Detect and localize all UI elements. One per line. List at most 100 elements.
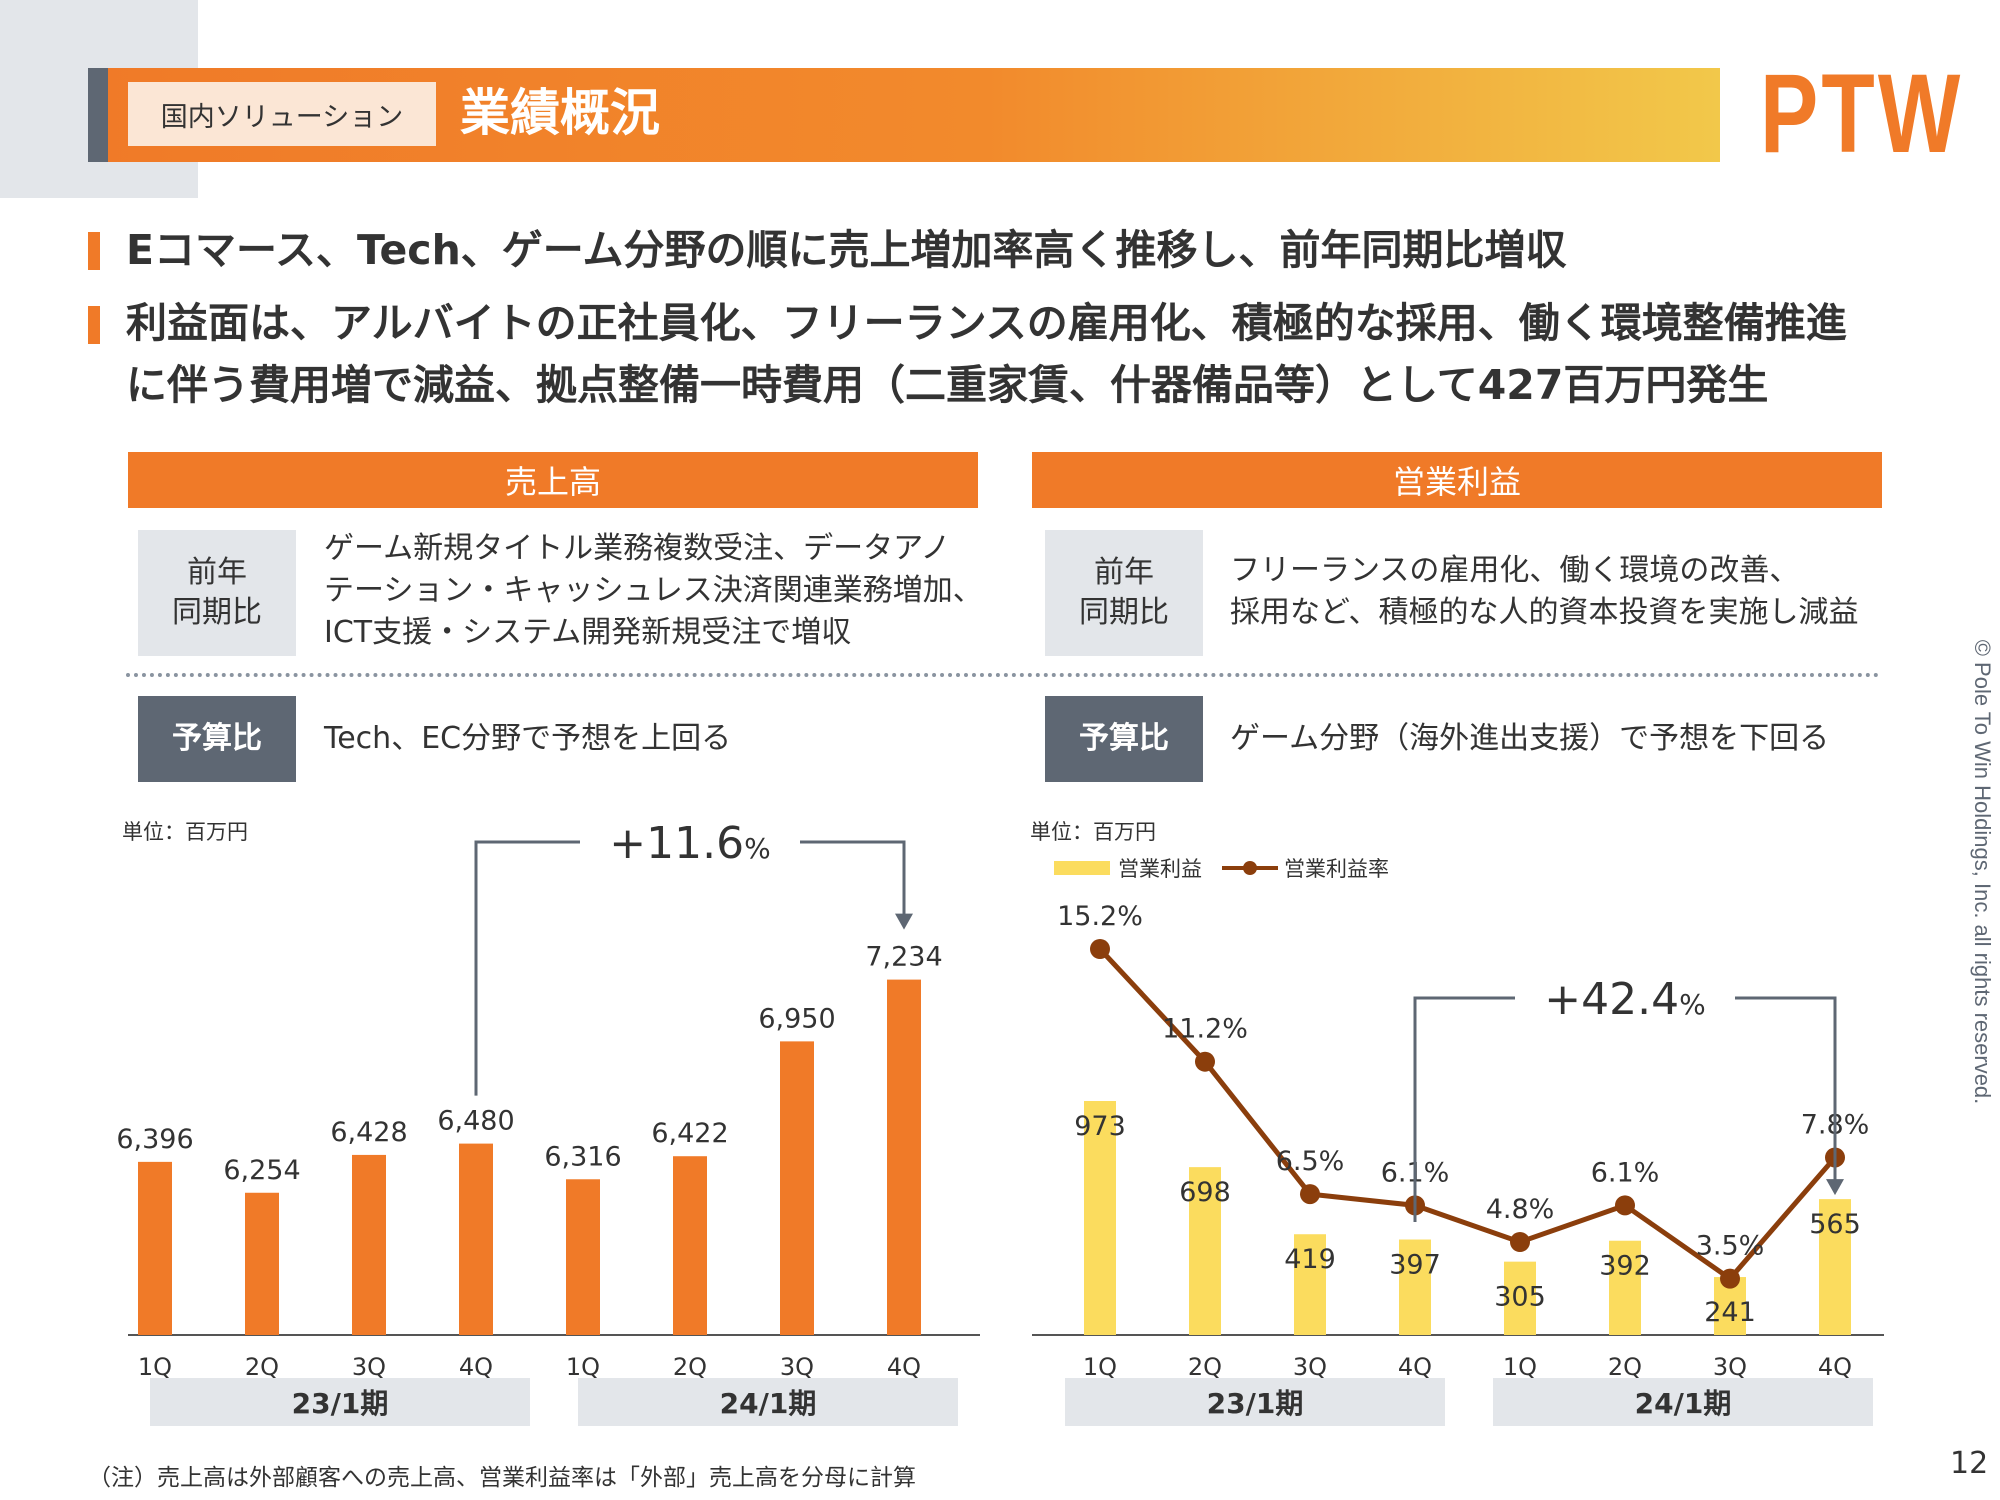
profit-budget-text: ゲーム分野（海外進出支援）で予想を下回る (1230, 721, 1830, 756)
sales-yoy-label: 前年 同期比 (138, 530, 296, 656)
desc-line: ICT支援・システム開発新規受注で増収 (324, 615, 852, 650)
rate-marker (1195, 1051, 1215, 1072)
label-line: 前年 (1094, 555, 1154, 590)
sales-panel-heading: 売上高 (128, 452, 978, 508)
data-label: 6,428 (330, 1117, 407, 1148)
bar (352, 1154, 386, 1335)
data-label: 397 (1389, 1250, 1441, 1281)
rate-label: 3.5% (1696, 1231, 1765, 1262)
bullet-marker (88, 306, 100, 344)
annotation-unit: % (744, 832, 771, 865)
page-number: 12 (1950, 1446, 1989, 1481)
x-tick-label: 3Q (1293, 1353, 1327, 1381)
data-label: 6,480 (437, 1106, 514, 1137)
rate-label: 6.1% (1591, 1157, 1660, 1188)
x-tick-label: 3Q (1713, 1353, 1747, 1381)
x-tick-label: 1Q (1083, 1353, 1117, 1381)
period-label: 24/1期 (578, 1378, 958, 1426)
legend-label: 営業利益 (1118, 857, 1202, 881)
bar (780, 1041, 814, 1335)
growth-annotation-line (1735, 996, 1837, 1182)
data-label: 6,316 (544, 1141, 621, 1172)
copyright-notice: © Pole To Win Holdings, Inc. all rights … (1970, 639, 1995, 1105)
growth-annotation-label: +42.4% (1544, 974, 1705, 1025)
desc-line: フリーランスの雇用化、働く環境の改善、 (1230, 553, 1800, 588)
label-line: 同期比 (172, 595, 262, 630)
growth-annotation-line (474, 840, 580, 1096)
bar (245, 1192, 279, 1335)
sales-unit-label: 単位：百万円 (122, 820, 248, 844)
rate-marker (1090, 939, 1110, 959)
section-label: 国内ソリューション (128, 82, 436, 146)
annotation-number: +11.6 (609, 818, 744, 869)
data-label: 392 (1599, 1251, 1651, 1282)
data-label: 241 (1704, 1297, 1756, 1328)
bar (1399, 1239, 1431, 1335)
rate-label: 11.2% (1162, 1014, 1248, 1045)
desc-line: ゲーム新規タイトル業務複数受注、データアノ (324, 531, 951, 566)
x-tick-label: 2Q (245, 1353, 279, 1381)
growth-annotation-label: +11.6% (609, 818, 770, 869)
desc-line: 採用など、積極的な人的資本投資を実施し減益 (1230, 595, 1859, 630)
header-accent (88, 68, 108, 162)
bar (887, 979, 921, 1335)
x-tick-label: 4Q (1398, 1353, 1432, 1381)
growth-annotation-line (1413, 996, 1515, 1222)
page-title: 業績概況 (460, 84, 660, 142)
data-label: 6,254 (223, 1155, 300, 1186)
label-line: 同期比 (1079, 595, 1169, 630)
x-tick-label: 3Q (780, 1353, 814, 1381)
data-label: 6,396 (116, 1124, 193, 1155)
profit-yoy-label: 前年 同期比 (1045, 530, 1203, 656)
bar (1084, 1101, 1116, 1335)
data-label: 7,234 (865, 942, 942, 973)
x-tick-label: 4Q (459, 1353, 493, 1381)
bar (566, 1179, 600, 1335)
profit-unit-label: 単位：百万円 (1030, 820, 1156, 844)
bullet-line: に伴う費用増で減益、拠点整備一時費用（二重家賃、什器備品等）として427百万円発… (126, 361, 1769, 409)
data-label: 698 (1179, 1177, 1231, 1208)
data-label: 6,422 (651, 1118, 728, 1149)
x-tick-label: 2Q (1188, 1353, 1222, 1381)
footnote: （注）売上高は外部顧客への売上高、営業利益率は「外部」売上高を分母に計算 (88, 1465, 916, 1491)
rate-marker (1510, 1232, 1530, 1252)
sales-budget-label: 予算比 (138, 696, 296, 782)
data-label: 6,950 (758, 1003, 835, 1034)
rate-label: 6.5% (1276, 1146, 1345, 1177)
bar (1819, 1199, 1851, 1335)
growth-annotation-line (800, 840, 906, 916)
desc-line: テーション・キャッシュレス決済関連業務増加、 (324, 573, 983, 608)
bar (1294, 1234, 1326, 1335)
data-label: 973 (1074, 1111, 1126, 1142)
legend-swatch-bar (1054, 861, 1110, 875)
bar (673, 1156, 707, 1335)
x-tick-label: 4Q (887, 1353, 921, 1381)
company-logo: PTW (1760, 51, 1964, 176)
growth-annotation-arrowhead (1826, 1179, 1844, 1196)
sales-budget-text: Tech、EC分野で予想を上回る (324, 721, 732, 756)
rate-label: 4.8% (1486, 1194, 1555, 1225)
x-tick-label: 1Q (138, 1353, 172, 1381)
growth-annotation-arrowhead (895, 913, 913, 930)
x-tick-label: 2Q (673, 1353, 707, 1381)
bar (138, 1161, 172, 1335)
rate-marker (1720, 1268, 1740, 1289)
legend-marker (1243, 861, 1257, 875)
annotation-number: +42.4 (1544, 974, 1679, 1025)
rate-marker (1300, 1184, 1320, 1205)
rate-line (1098, 947, 1837, 1282)
x-tick-label: 3Q (352, 1353, 386, 1381)
x-tick-label: 2Q (1608, 1353, 1642, 1381)
profit-budget-label: 予算比 (1045, 696, 1203, 782)
bar (1609, 1240, 1641, 1335)
annotation-unit: % (1679, 988, 1706, 1021)
rate-label: 15.2% (1057, 901, 1143, 932)
x-tick-label: 1Q (1503, 1353, 1537, 1381)
bullet-marker (88, 232, 100, 270)
sales-yoy-text: ゲーム新規タイトル業務複数受注、データアノ テーション・キャッシュレス決済関連業… (324, 528, 983, 654)
bar (1189, 1167, 1221, 1335)
profit-panel-heading: 営業利益 (1032, 452, 1882, 508)
label-line: 前年 (187, 555, 247, 590)
